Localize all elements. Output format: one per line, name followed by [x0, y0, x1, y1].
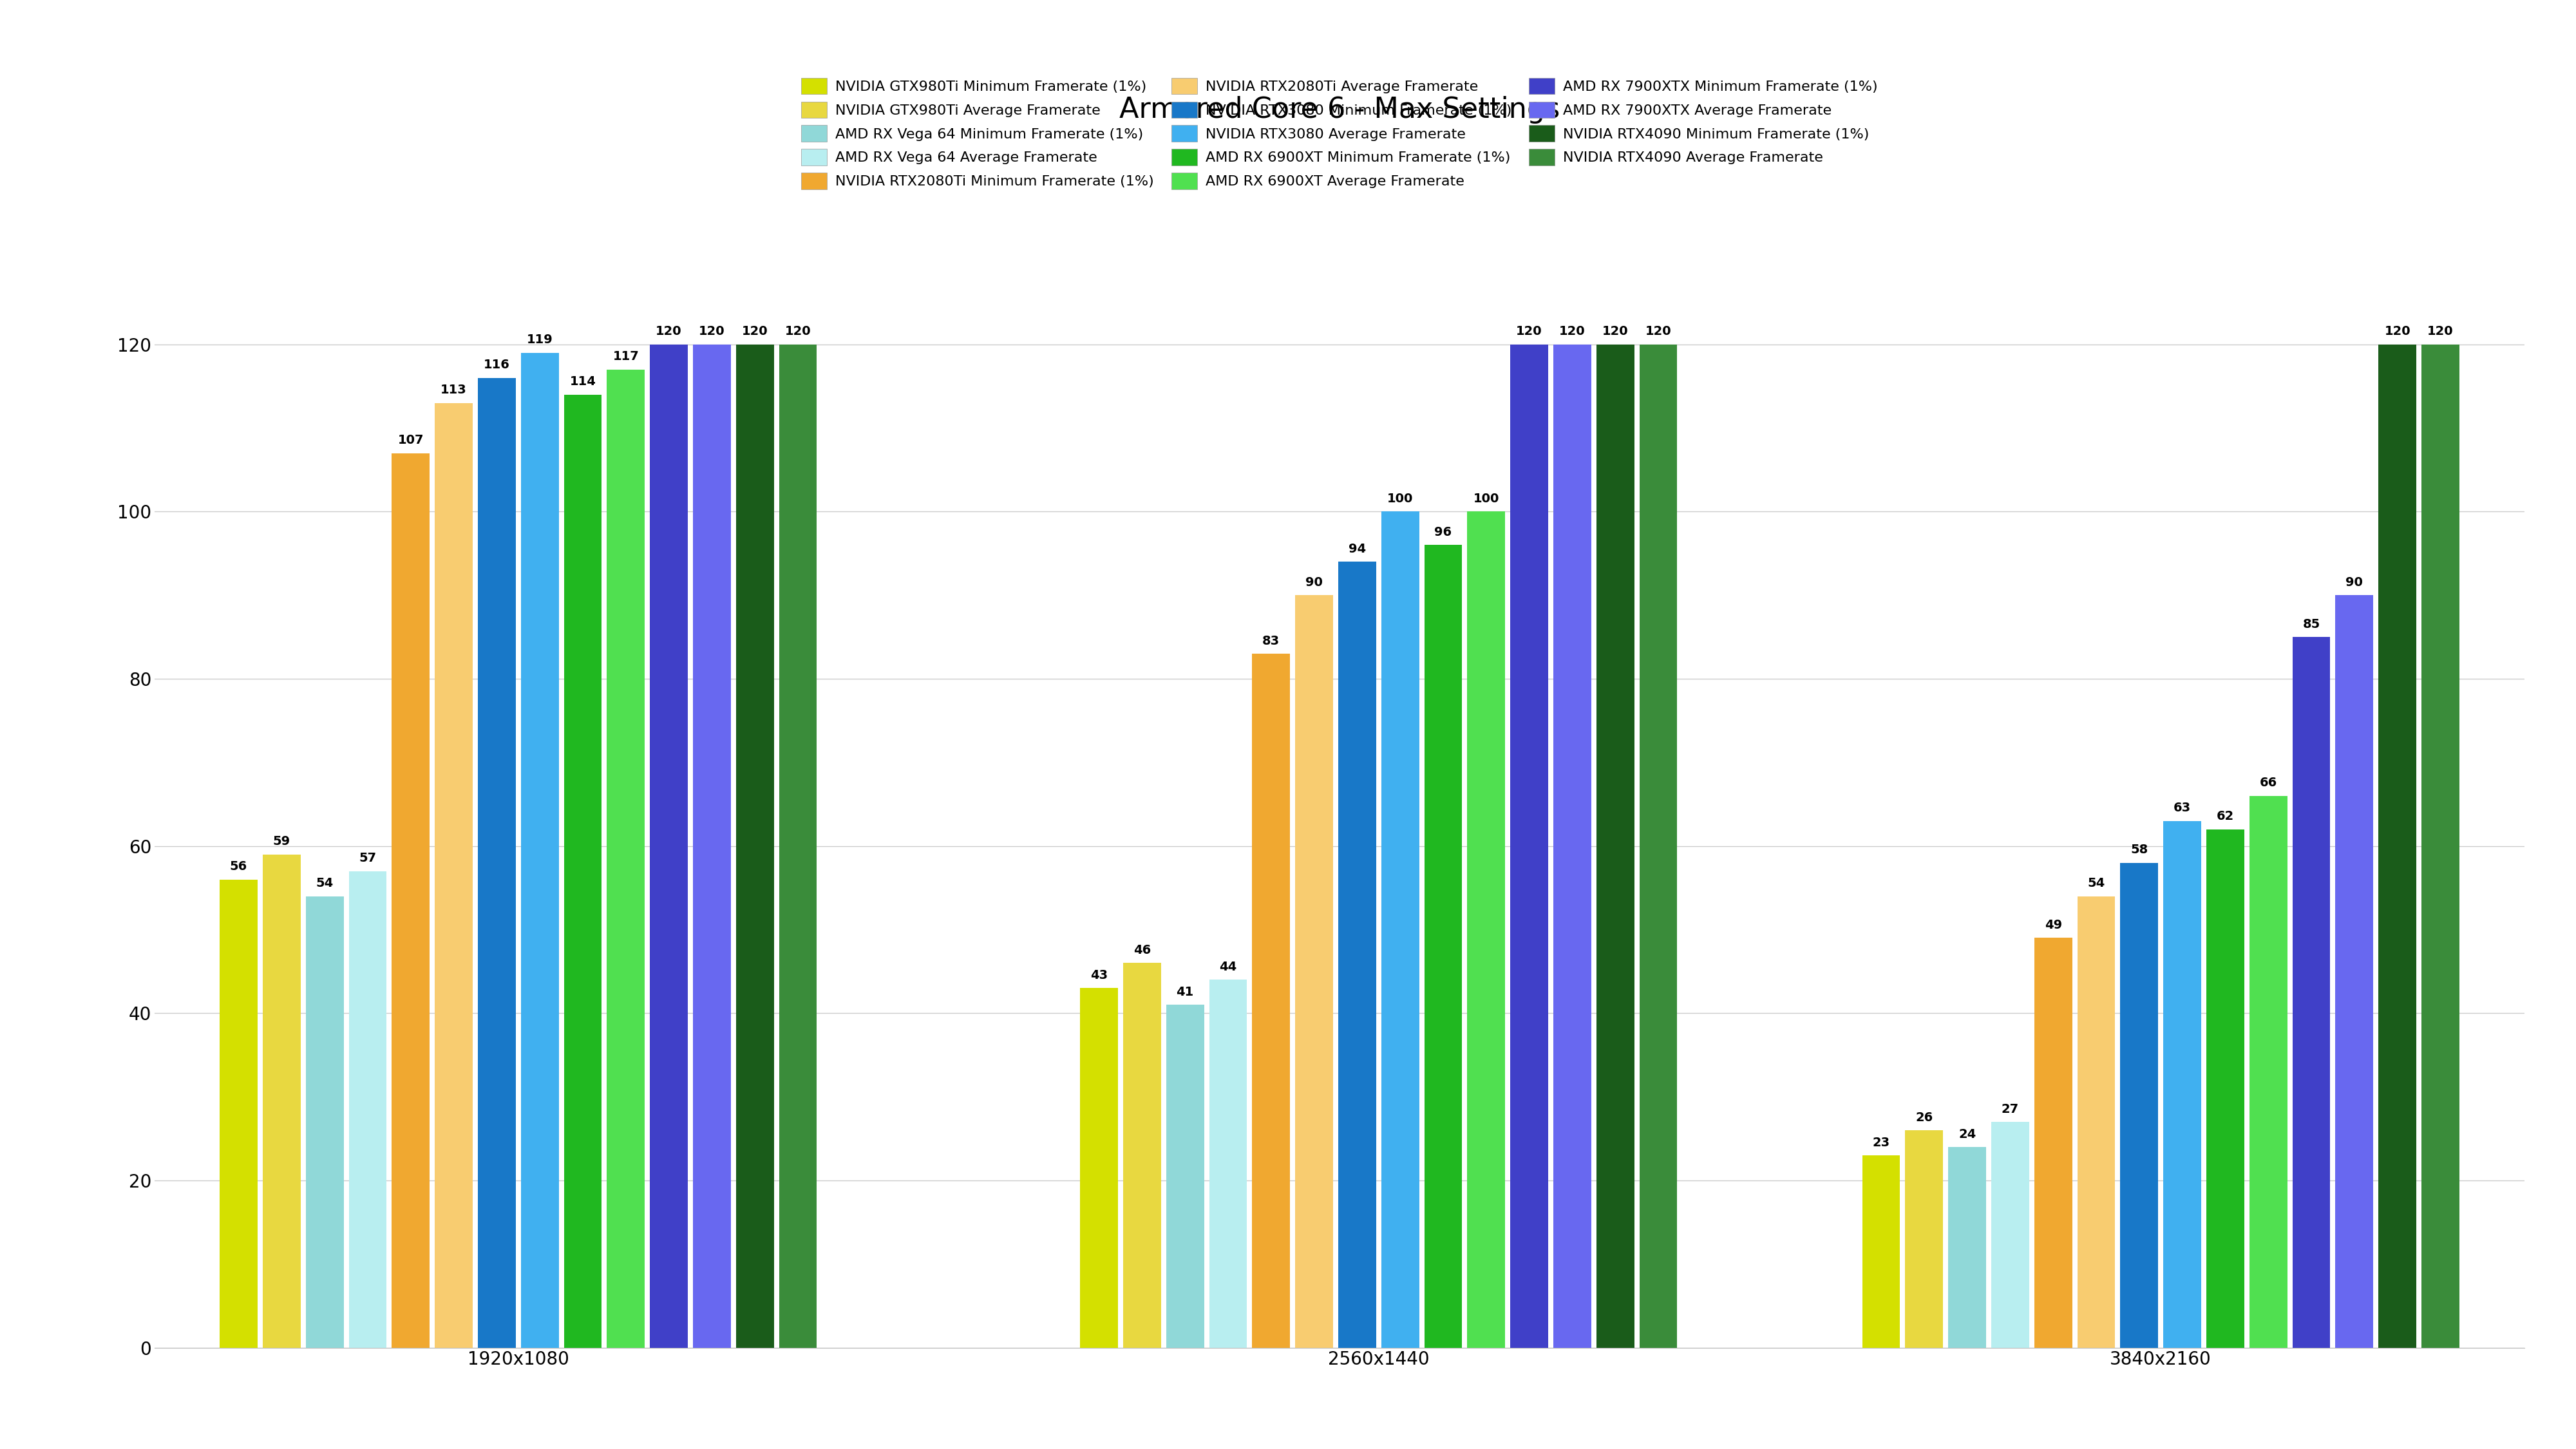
Text: 54: 54 [317, 877, 332, 890]
Bar [263, 855, 301, 1348]
Bar [2421, 345, 2460, 1348]
Bar [1553, 345, 1592, 1348]
Text: 43: 43 [1090, 969, 1108, 981]
Text: 120: 120 [786, 326, 811, 338]
Text: 59: 59 [273, 836, 291, 848]
Bar [1906, 1130, 1942, 1348]
Bar [348, 871, 386, 1348]
Bar [219, 880, 258, 1348]
Bar [435, 403, 471, 1348]
Bar [477, 378, 515, 1348]
Bar [2378, 345, 2416, 1348]
Text: 46: 46 [1133, 945, 1151, 956]
Text: 116: 116 [484, 359, 510, 371]
Text: 24: 24 [1958, 1127, 1976, 1140]
Bar [520, 352, 559, 1348]
Bar [307, 895, 343, 1348]
Bar [1468, 511, 1504, 1348]
Bar [2208, 829, 2244, 1348]
Bar [1079, 988, 1118, 1348]
Bar [1862, 1155, 1901, 1348]
Text: 120: 120 [1558, 326, 1584, 338]
Bar [1597, 345, 1633, 1348]
Title: Armored Core 6 - Max Settings: Armored Core 6 - Max Settings [1118, 96, 1561, 123]
Text: 120: 120 [1646, 326, 1672, 338]
Bar [564, 394, 603, 1348]
Bar [392, 454, 430, 1348]
Legend: NVIDIA GTX980Ti Minimum Framerate (1%), NVIDIA GTX980Ti Average Framerate, AMD R: NVIDIA GTX980Ti Minimum Framerate (1%), … [801, 78, 1878, 188]
Bar [1337, 562, 1376, 1348]
Bar [2076, 895, 2115, 1348]
Bar [1638, 345, 1677, 1348]
Text: 85: 85 [2303, 619, 2321, 630]
Bar [1208, 980, 1247, 1348]
Text: 96: 96 [1435, 526, 1453, 539]
Text: 41: 41 [1177, 985, 1193, 998]
Bar [693, 345, 732, 1348]
Text: 120: 120 [1517, 326, 1543, 338]
Bar [1425, 545, 1463, 1348]
Bar [778, 345, 817, 1348]
Bar [737, 345, 773, 1348]
Text: 26: 26 [1917, 1111, 1932, 1123]
Text: 120: 120 [1602, 326, 1628, 338]
Bar [1381, 511, 1419, 1348]
Bar [2336, 596, 2372, 1348]
Bar [2035, 938, 2071, 1348]
Text: 107: 107 [397, 435, 425, 446]
Text: 66: 66 [2259, 777, 2277, 790]
Text: 83: 83 [1262, 635, 1280, 648]
Text: 117: 117 [613, 351, 639, 362]
Text: 57: 57 [358, 852, 376, 865]
Bar [1991, 1122, 2030, 1348]
Bar [1123, 964, 1162, 1348]
Text: 120: 120 [2385, 326, 2411, 338]
Text: 94: 94 [1347, 543, 1365, 555]
Bar [608, 369, 644, 1348]
Text: 120: 120 [698, 326, 724, 338]
Text: 113: 113 [440, 384, 466, 396]
Text: 120: 120 [657, 326, 683, 338]
Text: 119: 119 [526, 333, 554, 346]
Text: 27: 27 [2002, 1103, 2020, 1116]
Text: 54: 54 [2087, 877, 2105, 890]
Text: 100: 100 [1386, 493, 1414, 504]
Bar [1252, 653, 1291, 1348]
Text: 100: 100 [1473, 493, 1499, 504]
Text: 49: 49 [2045, 919, 2061, 932]
Text: 114: 114 [569, 375, 595, 388]
Bar [1296, 596, 1332, 1348]
Bar [2120, 862, 2159, 1348]
Text: 90: 90 [2347, 577, 2362, 588]
Bar [2249, 796, 2287, 1348]
Text: 44: 44 [1218, 961, 1236, 974]
Text: 58: 58 [2130, 843, 2148, 856]
Bar [1947, 1148, 1986, 1348]
Bar [1167, 1004, 1203, 1348]
Text: 63: 63 [2174, 801, 2192, 814]
Text: 120: 120 [2427, 326, 2452, 338]
Bar [1510, 345, 1548, 1348]
Bar [649, 345, 688, 1348]
Text: 23: 23 [1873, 1136, 1891, 1149]
Text: 56: 56 [229, 861, 247, 872]
Text: 90: 90 [1306, 577, 1321, 588]
Text: 120: 120 [742, 326, 768, 338]
Text: 62: 62 [2215, 810, 2233, 823]
Bar [2164, 822, 2202, 1348]
Bar [2293, 638, 2331, 1348]
